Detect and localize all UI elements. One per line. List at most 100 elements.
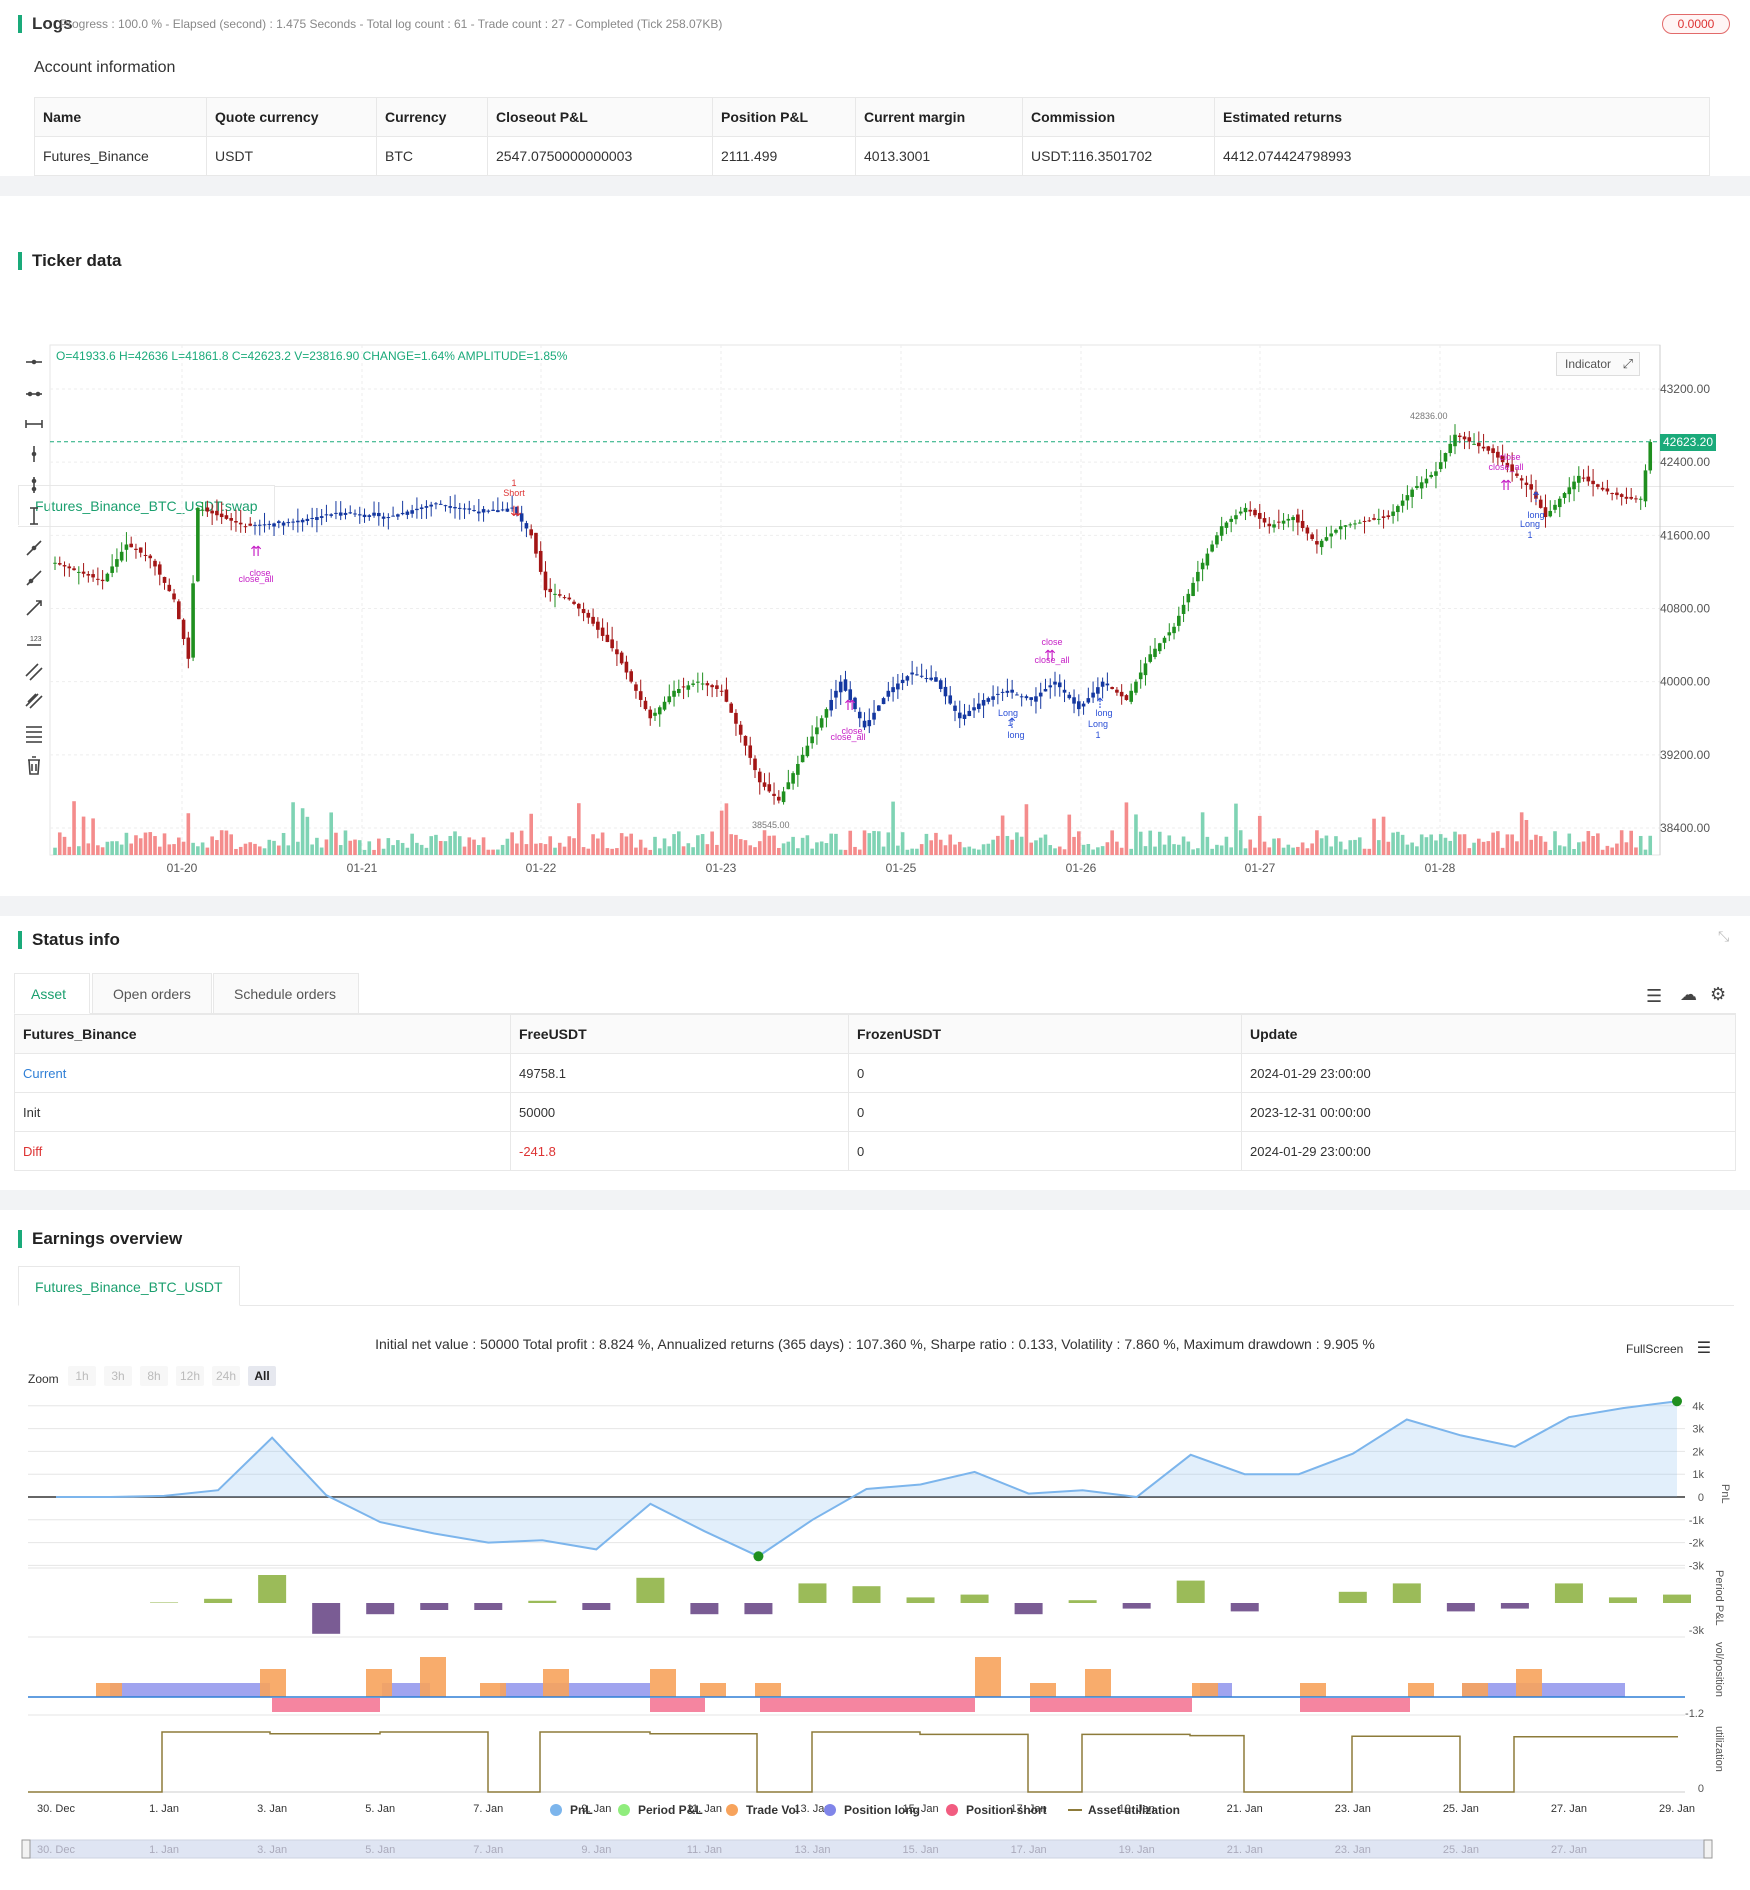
pnl-tick-label: 4k	[1692, 1401, 1704, 1413]
cloud-download-icon[interactable]: ☁	[1680, 985, 1697, 1004]
candle	[448, 506, 453, 508]
horizontal-segment-icon[interactable]	[25, 420, 43, 428]
pnl-max-point	[1672, 1396, 1682, 1407]
zoom-button-12h[interactable]: 12h	[176, 1366, 204, 1386]
zoom-button-8h[interactable]: 8h	[140, 1366, 168, 1386]
tab-open-orders[interactable]: Open orders	[92, 973, 212, 1013]
volume-bar	[886, 832, 891, 855]
legend-item[interactable]: Period P&L	[618, 1803, 703, 1817]
volume-bar	[824, 843, 829, 855]
legend-item[interactable]: Trade Vol	[726, 1803, 799, 1817]
parallel-channel-icon[interactable]	[25, 663, 43, 681]
y-tick-label: 39200.00	[1660, 748, 1710, 762]
vertical-line-icon[interactable]	[31, 446, 37, 462]
candle	[1048, 685, 1053, 688]
zoom-button-1h[interactable]: 1h	[68, 1366, 96, 1386]
candle	[1091, 692, 1095, 698]
candle	[615, 649, 619, 655]
volume-bar	[57, 832, 62, 855]
price-label-icon[interactable]: 123	[27, 636, 42, 646]
vertical-segment-icon[interactable]	[30, 507, 38, 525]
candle	[1634, 498, 1638, 500]
legend-item[interactable]: PnL	[550, 1803, 593, 1817]
volume-bar	[1224, 836, 1229, 855]
candle	[862, 720, 867, 728]
volume-bar	[1053, 848, 1057, 855]
candle	[1629, 496, 1633, 499]
volume-bar	[234, 848, 238, 855]
volume-bar	[1238, 830, 1243, 855]
volume-bar	[1491, 832, 1495, 855]
volume-bar	[343, 830, 348, 855]
volume-bar	[167, 844, 172, 855]
expand-icon[interactable]: ⤢	[1622, 356, 1633, 371]
volume-bar	[1386, 841, 1391, 855]
candle	[1005, 690, 1010, 693]
zoom-button-All[interactable]: All	[248, 1366, 276, 1386]
candle	[1481, 446, 1486, 449]
low-marker: 38545.00	[752, 820, 790, 830]
vertical-ray-icon[interactable]	[31, 477, 37, 493]
legend-item[interactable]: Asset utilization	[1068, 1803, 1180, 1817]
collapse-icon[interactable]: ⤡	[1718, 928, 1730, 944]
ray-line-icon[interactable]	[26, 570, 42, 586]
volume-bar	[186, 813, 191, 855]
candle	[710, 685, 714, 688]
navigator-handle-right[interactable]	[1703, 1839, 1713, 1859]
vol-axis-title: vol/position	[1713, 1642, 1725, 1697]
tab-earnings-symbol[interactable]: Futures_Binance_BTC_USDT	[18, 1266, 240, 1306]
volume-bar	[172, 844, 176, 855]
volume-bar	[1077, 831, 1081, 855]
volume-bar	[396, 840, 400, 855]
x-tick-label: 29. Jan	[1659, 1803, 1695, 1815]
tab-asset[interactable]: Asset	[14, 973, 90, 1014]
row-label-current[interactable]: Current	[14, 1053, 511, 1093]
candle	[262, 524, 267, 526]
candle	[1291, 517, 1295, 521]
table-row: Init 50000 0 2023-12-31 00:00:00	[14, 1092, 1736, 1132]
volume-bar	[548, 836, 553, 855]
volume-bar	[634, 847, 638, 855]
horizontal-line-icon[interactable]	[26, 359, 42, 365]
candle	[757, 771, 762, 783]
volume-bar	[115, 841, 119, 855]
trash-icon[interactable]	[28, 756, 40, 775]
arrow-line-icon[interactable]	[26, 600, 42, 616]
candle	[672, 690, 676, 697]
pitchfork-icon[interactable]	[25, 693, 43, 709]
x-tick-label: 3. Jan	[257, 1803, 287, 1815]
candle	[438, 503, 443, 505]
earnings-panel: Earnings overview Futures_Binance_BTC_US…	[0, 1210, 1750, 1890]
candle	[1410, 489, 1414, 497]
gear-icon[interactable]: ⚙	[1710, 984, 1727, 1004]
candle	[405, 511, 410, 515]
candle	[548, 588, 553, 593]
indicator-button[interactable]: Indicator ⤢	[1556, 352, 1640, 376]
legend-item[interactable]: Position short	[946, 1803, 1047, 1817]
trend-line-icon[interactable]	[26, 540, 42, 556]
candle	[215, 510, 219, 516]
volume-bar	[1591, 836, 1595, 855]
horizontal-ray-icon[interactable]	[26, 391, 42, 397]
volume-bar	[1605, 845, 1610, 855]
menu-icon[interactable]: ☰	[1646, 986, 1663, 1006]
candle	[572, 601, 576, 604]
legend-item[interactable]: Position long	[824, 1803, 920, 1817]
navigator-handle-left[interactable]	[21, 1839, 31, 1859]
zoom-button-3h[interactable]: 3h	[104, 1366, 132, 1386]
fib-retracement-icon[interactable]	[26, 726, 42, 743]
candle	[705, 683, 710, 686]
fullscreen-button[interactable]: FullScreen ☰	[1626, 1338, 1711, 1358]
tab-schedule-orders[interactable]: Schedule orders	[213, 973, 359, 1013]
x-tick-label: 01-26	[1066, 861, 1097, 875]
candle	[1272, 524, 1276, 528]
menu-icon[interactable]: ☰	[1696, 1340, 1712, 1357]
volume-bar	[81, 816, 86, 855]
candle	[148, 555, 153, 559]
volume-bar	[53, 847, 57, 855]
volume-bar	[1419, 834, 1424, 855]
zoom-button-24h[interactable]: 24h	[212, 1366, 240, 1386]
volume-bar	[596, 838, 600, 855]
volume-bar	[1529, 839, 1533, 855]
candle	[296, 520, 300, 523]
